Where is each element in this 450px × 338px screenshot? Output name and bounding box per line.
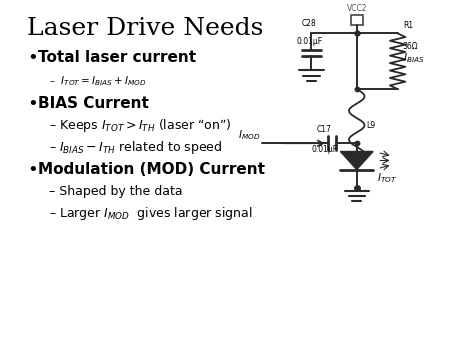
Polygon shape bbox=[340, 151, 373, 170]
Text: R1: R1 bbox=[403, 21, 413, 30]
Text: $I_{BIAS}$: $I_{BIAS}$ bbox=[403, 51, 424, 65]
Text: •: • bbox=[27, 49, 38, 67]
Text: BIAS Current: BIAS Current bbox=[38, 96, 149, 112]
Text: 36Ω: 36Ω bbox=[403, 42, 418, 51]
Text: –  $I_{TOT} = I_{BIAS} + I_{MOD}$: – $I_{TOT} = I_{BIAS} + I_{MOD}$ bbox=[49, 74, 146, 88]
Bar bbox=[351, 15, 363, 25]
Text: L9: L9 bbox=[366, 121, 375, 130]
Text: Total laser current: Total laser current bbox=[38, 50, 196, 66]
Text: – Larger $I_{MOD}$  gives larger signal: – Larger $I_{MOD}$ gives larger signal bbox=[49, 204, 252, 222]
Text: – $I_{BIAS} - I_{TH}$ related to speed: – $I_{BIAS} - I_{TH}$ related to speed bbox=[49, 139, 222, 156]
Text: Modulation (MOD) Current: Modulation (MOD) Current bbox=[38, 162, 265, 177]
Text: 0.01μF: 0.01μF bbox=[311, 145, 338, 154]
Text: Laser Drive Needs: Laser Drive Needs bbox=[27, 17, 264, 40]
Text: 0.01μF: 0.01μF bbox=[296, 37, 322, 46]
Text: – Keeps $I_{TOT} > I_{TH}$ (laser “on”): – Keeps $I_{TOT} > I_{TH}$ (laser “on”) bbox=[49, 117, 231, 135]
Text: •: • bbox=[27, 95, 38, 113]
Text: – Shaped by the data: – Shaped by the data bbox=[49, 185, 182, 198]
Text: C17: C17 bbox=[317, 125, 332, 134]
Text: $I_{TOT}$: $I_{TOT}$ bbox=[377, 171, 397, 185]
Text: VCC2: VCC2 bbox=[346, 4, 367, 13]
Text: $I_{MOD}$: $I_{MOD}$ bbox=[238, 128, 260, 142]
Text: C28: C28 bbox=[302, 19, 317, 28]
Text: •: • bbox=[27, 161, 38, 178]
